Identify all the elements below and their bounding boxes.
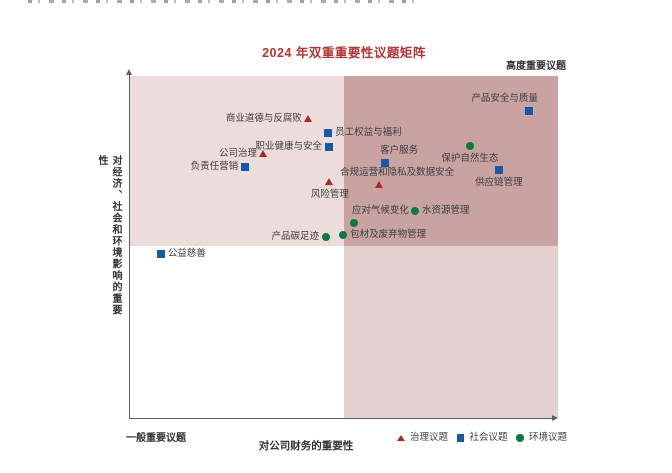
plot-area: 商业道德与反腐败公司治理合规运营和隐私及数据安全风险管理 产品安全与质量员工权益与… xyxy=(130,76,558,418)
point-label: 产品安全与质量 xyxy=(471,92,538,104)
data-point-social xyxy=(240,162,250,172)
data-point-governance xyxy=(325,178,334,186)
point-label: 包材及废弃物管理 xyxy=(350,229,427,241)
circle-marker-icon xyxy=(516,434,524,442)
point-label: 员工权益与福利 xyxy=(335,127,402,139)
data-point-social xyxy=(323,128,333,138)
chart-title: 2024 年双重重要性议题矩阵 xyxy=(262,46,426,60)
data-point-environment xyxy=(321,232,331,242)
legend-label: 治理议题 xyxy=(409,432,448,443)
data-point-governance xyxy=(374,181,383,189)
quadrant-bottom-left xyxy=(130,246,344,418)
legend-label: 环境议题 xyxy=(528,432,567,443)
data-point-social xyxy=(156,249,166,259)
x-axis-line xyxy=(129,418,553,419)
legend-item-environment: 环境议题 xyxy=(516,432,567,444)
y-axis-title: 对经济、社会和环境影响的重要性 xyxy=(96,155,121,316)
data-point-social xyxy=(324,142,334,152)
point-label: 风险管理 xyxy=(310,188,349,200)
quadrant-top-left xyxy=(130,76,344,246)
point-label: 供应链管理 xyxy=(475,176,523,188)
data-point-governance xyxy=(304,115,313,123)
chart-legend: 治理议题 社会议题 环境议题 xyxy=(396,432,567,444)
triangle-marker-icon xyxy=(396,435,405,441)
point-label: 产品碳足迹 xyxy=(271,231,320,243)
y-axis-line xyxy=(129,74,130,419)
square-marker-icon xyxy=(456,434,465,442)
quadrant-top-right xyxy=(344,76,558,246)
point-label: 保护自然生态 xyxy=(441,152,499,164)
x-axis-arrow-icon xyxy=(552,415,558,421)
point-label: 公益慈善 xyxy=(167,247,206,259)
data-point-environment xyxy=(410,206,420,216)
data-point-environment xyxy=(338,230,348,240)
point-label: 职业健康与安全 xyxy=(255,141,323,153)
point-label: 客户服务 xyxy=(380,144,419,156)
point-label: 应对气候变化 xyxy=(351,205,409,217)
point-label: 商业道德与反腐败 xyxy=(225,113,302,125)
y-axis-arrow-icon xyxy=(126,69,132,75)
data-point-social xyxy=(524,106,534,116)
data-point-social xyxy=(380,158,390,168)
point-label: 合规运营和隐私及数据安全 xyxy=(340,167,455,179)
data-point-environment xyxy=(349,218,359,228)
legend-label: 社会议题 xyxy=(469,432,508,443)
data-point-governance xyxy=(259,149,268,157)
quadrant-label-high-importance: 高度重要议题 xyxy=(506,61,566,72)
x-axis-title: 对公司财务的重要性 xyxy=(258,440,354,452)
data-point-environment xyxy=(465,141,475,151)
point-label: 水资源管理 xyxy=(422,205,470,217)
clipped-text-fragments-top xyxy=(28,0,420,3)
point-label: 公司治理 xyxy=(218,147,257,159)
quadrant-label-general-importance: 一般重要议题 xyxy=(126,433,186,444)
quadrant-bottom-right xyxy=(344,246,558,418)
point-label: 负责任营销 xyxy=(190,160,239,172)
legend-item-governance: 治理议题 xyxy=(396,432,448,444)
data-point-social xyxy=(494,165,504,175)
legend-item-social: 社会议题 xyxy=(456,432,508,444)
